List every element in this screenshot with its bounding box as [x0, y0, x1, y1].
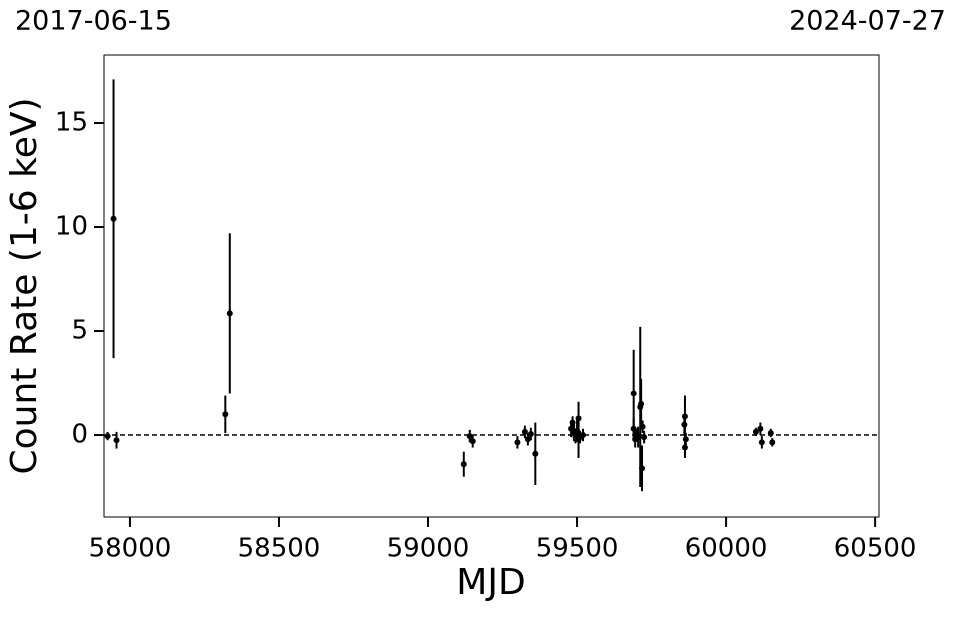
data-point	[527, 431, 534, 438]
data-point	[569, 419, 576, 426]
data-point	[630, 425, 637, 432]
data-point	[469, 438, 476, 445]
data-point	[641, 434, 648, 441]
x-tick-label: 59500	[536, 534, 619, 564]
plot-frame	[103, 54, 880, 518]
data-point	[466, 433, 473, 440]
data-point	[638, 400, 645, 407]
x-tick-label: 58500	[238, 534, 321, 564]
y-tick-label: 5	[71, 316, 88, 346]
data-point	[769, 439, 776, 446]
data-point	[752, 428, 759, 435]
data-point	[521, 428, 528, 435]
data-point	[639, 423, 646, 430]
x-axis-label: MJD	[456, 562, 525, 603]
y-axis-label: Count Rate (1-6 keV)	[4, 97, 45, 474]
data-point	[514, 439, 521, 446]
data-point	[757, 425, 764, 432]
x-tick-label: 59000	[387, 534, 470, 564]
data-point	[113, 437, 120, 444]
x-tick-label: 60500	[834, 534, 917, 564]
data-point	[758, 439, 765, 446]
x-tick-label: 58000	[89, 534, 172, 564]
start-date: 2017-06-15	[15, 6, 172, 37]
data-point	[222, 411, 229, 418]
y-tick-label: 15	[55, 108, 88, 138]
data-point	[110, 215, 117, 222]
data-point	[639, 465, 646, 472]
y-tick-label: 0	[71, 420, 88, 450]
data-point	[681, 444, 688, 451]
data-point	[575, 415, 582, 422]
y-tick-label: 10	[55, 212, 88, 242]
data-point	[104, 433, 111, 440]
data-point	[630, 390, 637, 397]
data-point	[681, 413, 688, 420]
data-point	[460, 461, 467, 468]
data-point	[767, 429, 774, 436]
x-tick-label: 60000	[685, 534, 768, 564]
data-point	[532, 450, 539, 457]
data-point	[580, 432, 587, 439]
end-date: 2024-07-27	[789, 6, 946, 37]
data-point	[524, 436, 531, 443]
data-point	[226, 310, 233, 317]
